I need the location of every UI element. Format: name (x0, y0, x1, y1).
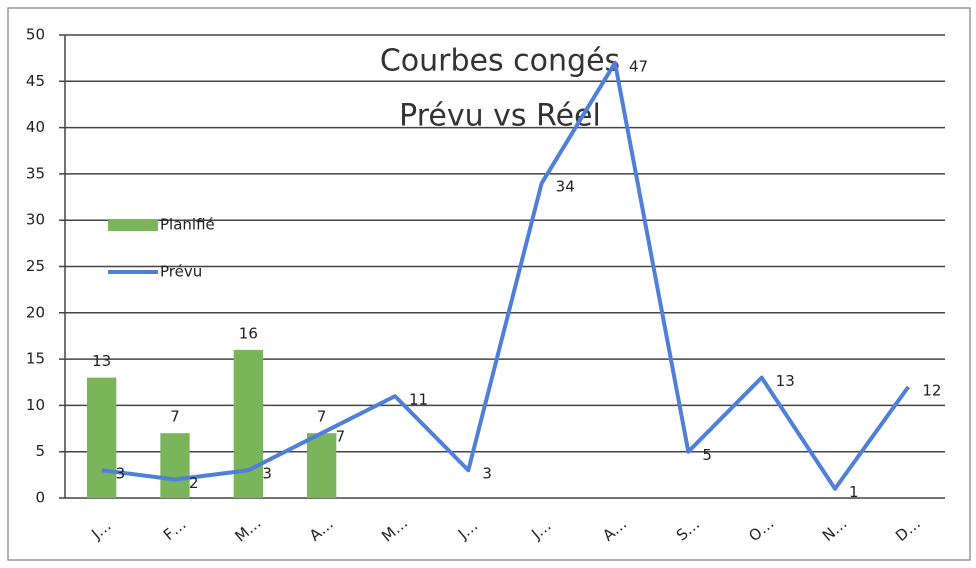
line-value-label: 3 (262, 465, 272, 483)
bar (87, 377, 117, 498)
x-tick-label: N… (819, 514, 851, 545)
bar-value-label: 16 (239, 324, 258, 342)
y-tick-label: 20 (26, 303, 45, 321)
x-tick-label: D… (892, 514, 924, 545)
line-value-label: 7 (336, 428, 346, 446)
x-tick-label: M… (232, 514, 265, 546)
legend-label: Prévu (160, 263, 202, 281)
bar-value-label: 13 (92, 352, 111, 370)
y-tick-label: 5 (35, 442, 45, 460)
x-tick-label: O… (745, 514, 777, 545)
bar-value-label: 7 (317, 408, 327, 426)
x-tick-label: J… (454, 516, 481, 543)
line-value-label: 1 (849, 483, 859, 501)
line-value-label: 34 (556, 178, 575, 196)
line-value-label: 3 (482, 465, 492, 483)
chart-title: Courbes congés (380, 44, 620, 79)
chart-title: Prévu vs Réel (399, 99, 601, 134)
line-value-label: 11 (409, 391, 428, 409)
x-tick-label: J… (87, 516, 114, 543)
x-tick-label: F… (160, 515, 190, 544)
legend-label: Planifié (160, 216, 215, 234)
y-tick-label: 0 (35, 489, 45, 507)
y-tick-label: 35 (26, 164, 45, 182)
x-tick-label: A… (599, 515, 630, 545)
y-tick-label: 10 (26, 396, 45, 414)
line (101, 60, 910, 491)
x-tick-label: J… (527, 516, 554, 543)
line-value-label: 5 (702, 446, 712, 464)
x-tick-label: S… (673, 515, 703, 545)
x-tick-label: M… (378, 514, 411, 546)
bar (233, 349, 263, 498)
line-value-label: 47 (629, 57, 648, 75)
chart-border (7, 7, 971, 561)
y-tick-label: 15 (26, 350, 45, 368)
bar-value-label: 7 (170, 408, 180, 426)
legend-swatch (108, 219, 158, 231)
line-value-label: 3 (116, 465, 126, 483)
line-value-label: 2 (189, 474, 199, 492)
line-value-label: 13 (776, 372, 795, 390)
bar (307, 433, 337, 498)
line-value-label: 12 (922, 381, 941, 399)
y-tick-label: 25 (26, 257, 45, 275)
y-tick-label: 40 (26, 118, 45, 136)
y-tick-label: 30 (26, 211, 45, 229)
x-tick-label: A… (306, 515, 337, 545)
y-tick-label: 45 (26, 72, 45, 90)
bar (160, 433, 190, 498)
y-tick-label: 50 (26, 26, 45, 44)
